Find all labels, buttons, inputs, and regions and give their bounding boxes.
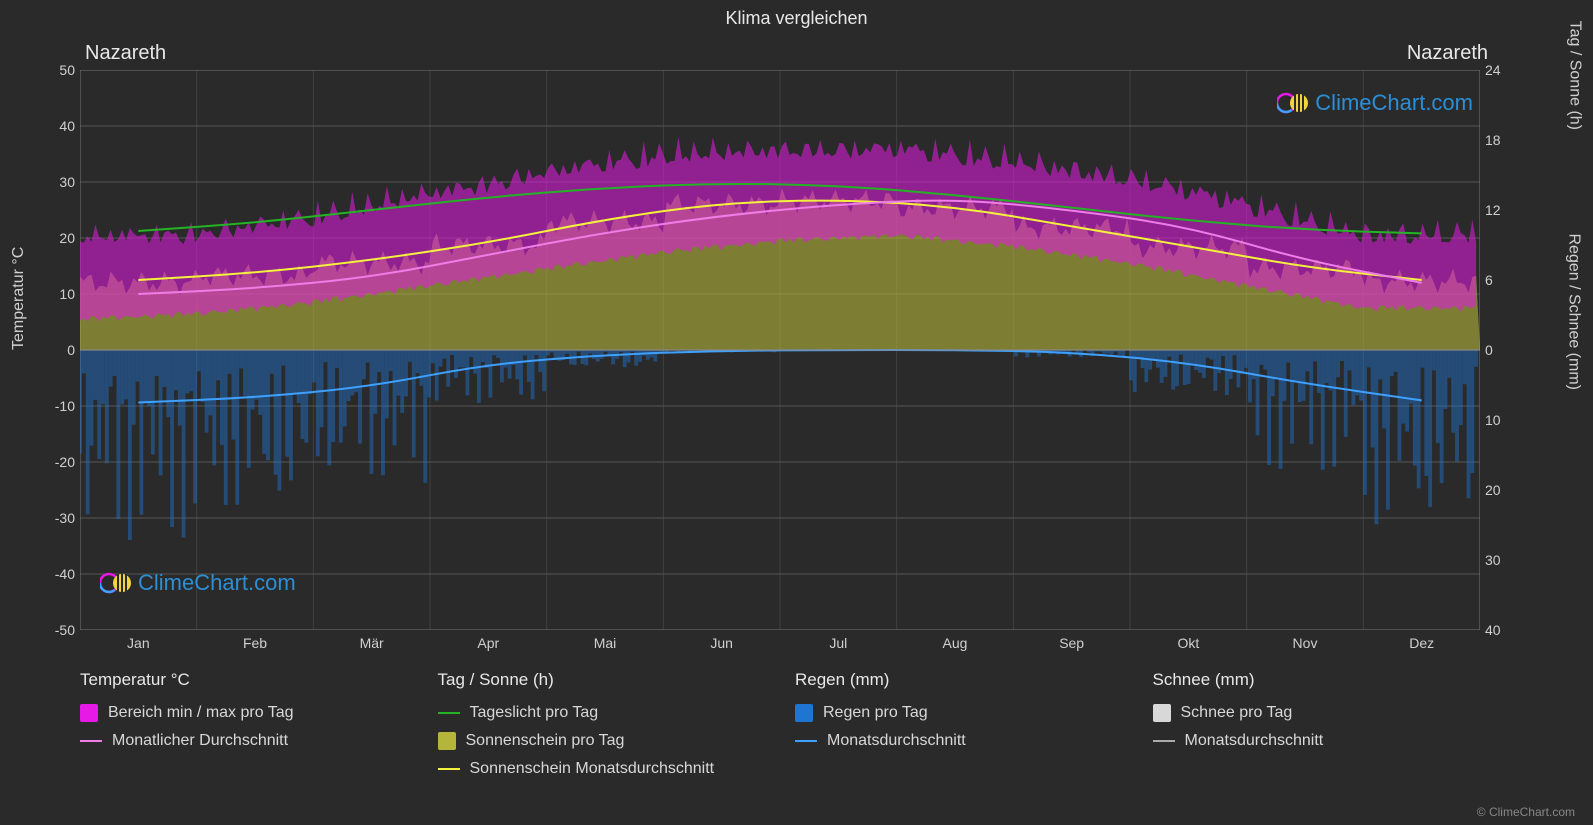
x-month-tick: Apr [458, 635, 518, 651]
legend-label: Regen pro Tag [823, 704, 928, 722]
legend-header: Schnee (mm) [1153, 670, 1481, 690]
y-left-tick: -50 [15, 622, 75, 638]
legend-group: Schnee (mm) Schnee pro Tag Monatsdurchschn… [1153, 670, 1481, 788]
legend-swatch-line-icon [438, 768, 460, 770]
legend: Temperatur °C Bereich min / max pro Tag Mo… [80, 670, 1480, 788]
y-right-bottom-tick: 20 [1485, 482, 1525, 498]
y-left-tick: 0 [15, 342, 75, 358]
legend-item: Regen pro Tag [795, 704, 1123, 722]
x-month-tick: Aug [925, 635, 985, 651]
copyright-text: © ClimeChart.com [1477, 805, 1575, 819]
legend-group: Tag / Sonne (h) Tageslicht pro Tag Sonnens… [438, 670, 766, 788]
y-right-top-tick: 18 [1485, 132, 1525, 148]
y-left-tick: -10 [15, 398, 75, 414]
legend-swatch-line-icon [795, 740, 817, 742]
chart-title: Klima vergleichen [0, 0, 1593, 29]
legend-label: Schnee pro Tag [1181, 704, 1293, 722]
legend-swatch-line-icon [80, 740, 102, 742]
y-left-tick: -30 [15, 510, 75, 526]
legend-group: Regen (mm) Regen pro Tag Monatsdurchschnit… [795, 670, 1123, 788]
legend-label: Monatsdurchschnitt [827, 732, 966, 750]
legend-item: Sonnenschein Monatsdurchschnitt [438, 760, 766, 778]
legend-label: Monatlicher Durchschnitt [112, 732, 288, 750]
x-month-tick: Jan [108, 635, 168, 651]
legend-item: Monatlicher Durchschnitt [80, 732, 408, 750]
x-month-tick: Dez [1392, 635, 1452, 651]
y-left-tick: 50 [15, 62, 75, 78]
y-left-tick: 10 [15, 286, 75, 302]
y-right-top-tick: 6 [1485, 272, 1525, 288]
legend-swatch-box-icon [438, 732, 456, 750]
legend-item: Monatsdurchschnitt [1153, 732, 1481, 750]
watermark-text: ClimeChart.com [1315, 90, 1473, 116]
legend-item: Sonnenschein pro Tag [438, 732, 766, 750]
x-month-tick: Mär [342, 635, 402, 651]
watermark-text: ClimeChart.com [138, 570, 296, 596]
legend-item: Bereich min / max pro Tag [80, 704, 408, 722]
y-right-bottom-tick: 30 [1485, 552, 1525, 568]
legend-header: Regen (mm) [795, 670, 1123, 690]
x-month-tick: Nov [1275, 635, 1335, 651]
x-month-tick: Okt [1158, 635, 1218, 651]
legend-item: Monatsdurchschnitt [795, 732, 1123, 750]
y-left-tick: -20 [15, 454, 75, 470]
climechart-logo-icon [1277, 91, 1309, 115]
location-label-left: Nazareth [85, 42, 166, 65]
legend-label: Tageslicht pro Tag [470, 704, 599, 722]
legend-item: Schnee pro Tag [1153, 704, 1481, 722]
watermark-bottom: ClimeChart.com [100, 570, 296, 596]
x-month-tick: Mai [575, 635, 635, 651]
climate-chart-svg [80, 70, 1480, 630]
legend-label: Monatsdurchschnitt [1185, 732, 1324, 750]
legend-swatch-line-icon [1153, 740, 1175, 742]
location-label-right: Nazareth [1407, 42, 1488, 65]
legend-header: Temperatur °C [80, 670, 408, 690]
y-right-bottom-tick: 10 [1485, 412, 1525, 428]
y-right-top-tick: 0 [1485, 342, 1525, 358]
legend-swatch-box-icon [795, 704, 813, 722]
legend-swatch-line-icon [438, 712, 460, 714]
y-left-tick: 40 [15, 118, 75, 134]
legend-swatch-box-icon [1153, 704, 1171, 722]
legend-header: Tag / Sonne (h) [438, 670, 766, 690]
legend-label: Sonnenschein Monatsdurchschnitt [470, 760, 715, 778]
y-left-tick: 30 [15, 174, 75, 190]
x-month-tick: Feb [225, 635, 285, 651]
watermark-top: ClimeChart.com [1277, 90, 1473, 116]
y-left-tick: 20 [15, 230, 75, 246]
y-right-bottom-tick: 40 [1485, 622, 1525, 638]
x-month-tick: Jun [692, 635, 752, 651]
y-right-top-tick: 24 [1485, 62, 1525, 78]
plot-area [80, 70, 1480, 630]
legend-swatch-box-icon [80, 704, 98, 722]
y-axis-right-bottom-label: Regen / Schnee (mm) [1565, 233, 1583, 390]
legend-item: Tageslicht pro Tag [438, 704, 766, 722]
y-left-tick: -40 [15, 566, 75, 582]
climechart-logo-icon [100, 571, 132, 595]
x-month-tick: Sep [1042, 635, 1102, 651]
legend-label: Bereich min / max pro Tag [108, 704, 294, 722]
legend-label: Sonnenschein pro Tag [466, 732, 625, 750]
y-axis-right-top-label: Tag / Sonne (h) [1565, 21, 1583, 130]
x-month-tick: Jul [808, 635, 868, 651]
y-right-top-tick: 12 [1485, 202, 1525, 218]
legend-group: Temperatur °C Bereich min / max pro Tag Mo… [80, 670, 408, 788]
